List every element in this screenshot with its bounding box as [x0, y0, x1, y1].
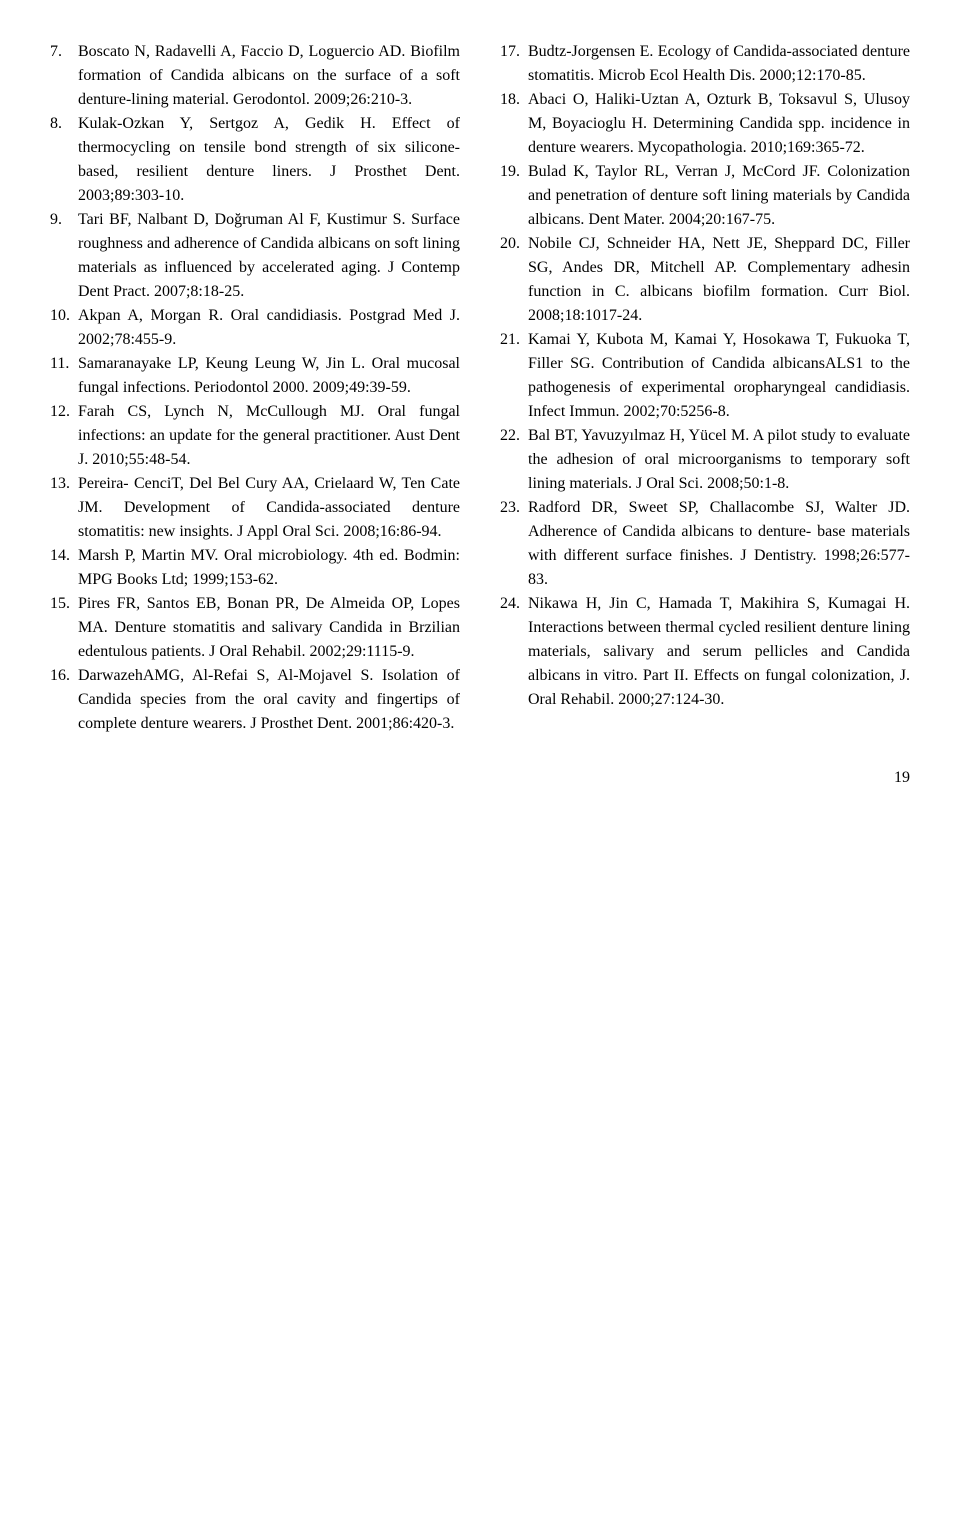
right-column: 17.Budtz-Jorgensen E. Ecology of Candida…	[500, 40, 910, 736]
reference-item: 12.Farah CS, Lynch N, McCullough MJ. Ora…	[50, 400, 460, 472]
reference-item: 7.Boscato N, Radavelli A, Faccio D, Logu…	[50, 40, 460, 112]
reference-text: Radford DR, Sweet SP, Challacombe SJ, Wa…	[528, 496, 910, 592]
reference-text: Bal BT, Yavuzyılmaz H, Yücel M. A pilot …	[528, 424, 910, 496]
reference-number: 7.	[50, 40, 78, 112]
reference-text: Akpan A, Morgan R. Oral candidiasis. Pos…	[78, 304, 460, 352]
reference-item: 14.Marsh P, Martin MV. Oral microbiology…	[50, 544, 460, 592]
reference-item: 21.Kamai Y, Kubota M, Kamai Y, Hosokawa …	[500, 328, 910, 424]
reference-item: 22.Bal BT, Yavuzyılmaz H, Yücel M. A pil…	[500, 424, 910, 496]
reference-columns: 7.Boscato N, Radavelli A, Faccio D, Logu…	[50, 40, 910, 736]
reference-text: Nikawa H, Jin C, Hamada T, Makihira S, K…	[528, 592, 910, 712]
reference-number: 18.	[500, 88, 528, 160]
reference-number: 22.	[500, 424, 528, 496]
reference-text: Bulad K, Taylor RL, Verran J, McCord JF.…	[528, 160, 910, 232]
reference-item: 8.Kulak-Ozkan Y, Sertgoz A, Gedik H. Eff…	[50, 112, 460, 208]
reference-number: 13.	[50, 472, 78, 544]
reference-number: 8.	[50, 112, 78, 208]
left-column: 7.Boscato N, Radavelli A, Faccio D, Logu…	[50, 40, 460, 736]
reference-item: 18.Abaci O, Haliki-Uztan A, Ozturk B, To…	[500, 88, 910, 160]
reference-text: Nobile CJ, Schneider HA, Nett JE, Sheppa…	[528, 232, 910, 328]
reference-item: 9.Tari BF, Nalbant D, Doğruman Al F, Kus…	[50, 208, 460, 304]
reference-item: 11.Samaranayake LP, Keung Leung W, Jin L…	[50, 352, 460, 400]
reference-number: 15.	[50, 592, 78, 664]
reference-number: 20.	[500, 232, 528, 328]
reference-item: 19.Bulad K, Taylor RL, Verran J, McCord …	[500, 160, 910, 232]
reference-number: 24.	[500, 592, 528, 712]
reference-text: Budtz-Jorgensen E. Ecology of Candida-as…	[528, 40, 910, 88]
reference-item: 17.Budtz-Jorgensen E. Ecology of Candida…	[500, 40, 910, 88]
reference-text: Kulak-Ozkan Y, Sertgoz A, Gedik H. Effec…	[78, 112, 460, 208]
reference-text: Abaci O, Haliki-Uztan A, Ozturk B, Toksa…	[528, 88, 910, 160]
reference-item: 16.DarwazehAMG, Al-Refai S, Al-Mojavel S…	[50, 664, 460, 736]
reference-item: 13.Pereira- CenciT, Del Bel Cury AA, Cri…	[50, 472, 460, 544]
reference-text: Samaranayake LP, Keung Leung W, Jin L. O…	[78, 352, 460, 400]
reference-item: 24.Nikawa H, Jin C, Hamada T, Makihira S…	[500, 592, 910, 712]
reference-number: 19.	[500, 160, 528, 232]
reference-number: 21.	[500, 328, 528, 424]
reference-number: 14.	[50, 544, 78, 592]
reference-text: Pires FR, Santos EB, Bonan PR, De Almeid…	[78, 592, 460, 664]
reference-item: 10.Akpan A, Morgan R. Oral candidiasis. …	[50, 304, 460, 352]
reference-text: Pereira- CenciT, Del Bel Cury AA, Criela…	[78, 472, 460, 544]
reference-item: 20.Nobile CJ, Schneider HA, Nett JE, She…	[500, 232, 910, 328]
reference-number: 17.	[500, 40, 528, 88]
reference-number: 23.	[500, 496, 528, 592]
reference-number: 9.	[50, 208, 78, 304]
reference-number: 11.	[50, 352, 78, 400]
page-number: 19	[50, 766, 910, 790]
reference-text: Farah CS, Lynch N, McCullough MJ. Oral f…	[78, 400, 460, 472]
reference-number: 12.	[50, 400, 78, 472]
reference-item: 23.Radford DR, Sweet SP, Challacombe SJ,…	[500, 496, 910, 592]
reference-text: DarwazehAMG, Al-Refai S, Al-Mojavel S. I…	[78, 664, 460, 736]
reference-text: Tari BF, Nalbant D, Doğruman Al F, Kusti…	[78, 208, 460, 304]
reference-text: Kamai Y, Kubota M, Kamai Y, Hosokawa T, …	[528, 328, 910, 424]
reference-text: Marsh P, Martin MV. Oral microbiology. 4…	[78, 544, 460, 592]
reference-item: 15.Pires FR, Santos EB, Bonan PR, De Alm…	[50, 592, 460, 664]
reference-number: 10.	[50, 304, 78, 352]
reference-text: Boscato N, Radavelli A, Faccio D, Loguer…	[78, 40, 460, 112]
reference-number: 16.	[50, 664, 78, 736]
